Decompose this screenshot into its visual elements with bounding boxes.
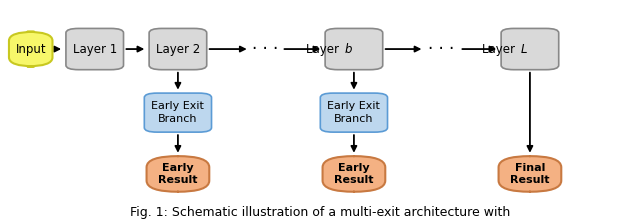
Text: Fig. 1: Schematic illustration of a multi-exit architecture with: Fig. 1: Schematic illustration of a mult…	[130, 206, 510, 219]
Text: Early
Result: Early Result	[158, 163, 198, 185]
FancyBboxPatch shape	[323, 156, 385, 192]
Text: L: L	[521, 43, 527, 56]
FancyBboxPatch shape	[9, 32, 52, 66]
FancyBboxPatch shape	[325, 28, 383, 70]
Text: Layer: Layer	[482, 43, 518, 56]
Text: Input: Input	[15, 43, 46, 56]
Text: Early
Result: Early Result	[334, 163, 374, 185]
Text: · · ·: · · ·	[252, 40, 279, 58]
Text: Final
Result: Final Result	[510, 163, 550, 185]
FancyBboxPatch shape	[145, 93, 211, 132]
Text: b: b	[345, 43, 353, 56]
Text: Layer 1: Layer 1	[72, 43, 117, 56]
FancyBboxPatch shape	[501, 28, 559, 70]
FancyBboxPatch shape	[321, 93, 388, 132]
FancyBboxPatch shape	[66, 28, 124, 70]
Text: Early Exit
Branch: Early Exit Branch	[328, 101, 380, 124]
FancyBboxPatch shape	[147, 156, 209, 192]
Text: · · ·: · · ·	[428, 40, 455, 58]
FancyBboxPatch shape	[499, 156, 561, 192]
Text: Early Exit
Branch: Early Exit Branch	[152, 101, 204, 124]
Text: Layer: Layer	[306, 43, 342, 56]
Text: Layer 2: Layer 2	[156, 43, 200, 56]
FancyBboxPatch shape	[149, 28, 207, 70]
